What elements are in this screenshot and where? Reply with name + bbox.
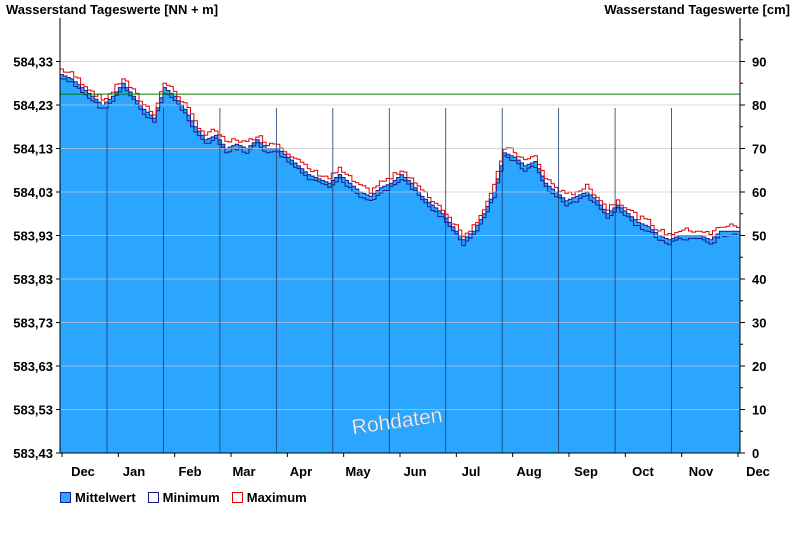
right-tick-label: 70 — [752, 142, 766, 157]
legend-item-min: Minimum — [147, 490, 220, 505]
x-tick-label: Sep — [574, 464, 598, 479]
legend-item-mean: Mittelwert — [60, 490, 136, 505]
legend-label-min: Minimum — [162, 490, 220, 505]
x-tick-label: Jun — [403, 464, 426, 479]
right-tick-label: 10 — [752, 403, 766, 418]
mean-area — [60, 74, 740, 453]
left-axis-title: Wasserstand Tageswerte [NN + m] — [6, 2, 219, 17]
right-tick-label: 80 — [752, 98, 766, 113]
minimum-line — [60, 78, 741, 247]
maximum-line — [60, 68, 741, 238]
left-tick-label: 583,93 — [13, 229, 53, 244]
right-tick-label: 50 — [752, 229, 766, 244]
x-tick-label: Mar — [232, 464, 255, 479]
right-tick-label: 20 — [752, 359, 766, 374]
left-tick-label: 584,23 — [13, 98, 53, 113]
right-tick-label: 0 — [752, 446, 759, 461]
x-tick-label: May — [345, 464, 371, 479]
left-tick-label: 583,43 — [13, 446, 53, 461]
legend-label-mean: Mittelwert — [75, 490, 136, 505]
x-tick-label: Dec — [71, 464, 95, 479]
mean-line — [60, 74, 740, 241]
left-tick-label: 583,53 — [13, 403, 53, 418]
legend-swatch-min — [147, 492, 159, 503]
legend-item-max: Maximum — [231, 490, 307, 505]
right-axis-title: Wasserstand Tageswerte [cm] — [604, 2, 790, 17]
right-tick-label: 60 — [752, 185, 766, 200]
x-tick-label: Aug — [516, 464, 541, 479]
x-tick-label: Nov — [689, 464, 714, 479]
x-tick-label: Dec — [746, 464, 770, 479]
x-tick-label: Jul — [462, 464, 481, 479]
right-tick-label: 40 — [752, 272, 766, 287]
legend: Mittelwert Minimum Maximum — [60, 490, 307, 505]
left-tick-label: 583,63 — [13, 359, 53, 374]
x-tick-label: Oct — [632, 464, 654, 479]
x-tick-label: Apr — [290, 464, 312, 479]
water-level-chart: 583,43 583,53 583,63 583,73 583,83 583,93 584,… — [13, 18, 770, 479]
legend-swatch-mean — [60, 492, 71, 503]
legend-label-max: Maximum — [246, 490, 307, 505]
left-tick-label: 584,03 — [13, 185, 53, 200]
left-tick-label: 584,13 — [13, 142, 53, 157]
x-tick-label: Feb — [178, 464, 201, 479]
left-tick-label: 584,33 — [13, 55, 53, 70]
legend-swatch-max — [231, 492, 243, 503]
right-tick-label: 90 — [752, 55, 766, 70]
left-tick-label: 583,73 — [13, 316, 53, 331]
right-tick-label: 30 — [752, 316, 766, 331]
left-tick-label: 583,83 — [13, 272, 53, 287]
x-tick-label: Jan — [123, 464, 145, 479]
